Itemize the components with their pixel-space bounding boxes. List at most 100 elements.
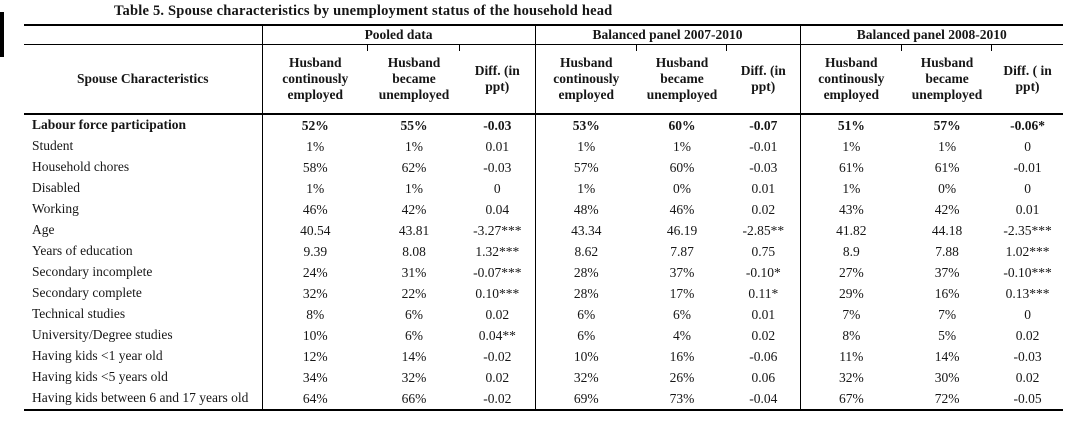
table-row: Working 46% 42% 0.04 48% 46% 0.02 43% 42% 0.01 bbox=[24, 199, 1063, 220]
cell-value: 6% bbox=[405, 306, 423, 322]
cell-value: -2.85** bbox=[742, 222, 785, 238]
cell-value: 30% bbox=[934, 369, 960, 385]
row-label: Student bbox=[32, 138, 74, 154]
cell-value: 1.32*** bbox=[475, 243, 520, 259]
table-row: Having kids <1 year old 12% 14% -0.02 10% 16%… bbox=[24, 346, 1063, 367]
cell-value: -0.06 bbox=[749, 348, 778, 364]
cell-value: 0% bbox=[938, 180, 957, 196]
cell-value: 46% bbox=[261, 199, 368, 220]
cell-value: 10% bbox=[261, 325, 368, 346]
table-title: Table 5. Spouse characteristics by unemp… bbox=[114, 3, 613, 19]
cell-value: 0.01 bbox=[751, 180, 776, 196]
cell-value: 8.9 bbox=[799, 241, 903, 262]
cell-value: 43% bbox=[799, 199, 903, 220]
cell-value: 0.01 bbox=[485, 138, 510, 154]
cell-value: 6% bbox=[673, 306, 692, 322]
panel-title-row: Pooled data Balanced panel 2007-2010 Bal… bbox=[24, 25, 1064, 45]
cell-value: 0.02 bbox=[1015, 369, 1040, 385]
cell-value: 14% bbox=[934, 348, 960, 364]
cell-value: 1% bbox=[938, 138, 957, 154]
cell-value: 73% bbox=[669, 390, 695, 406]
table-row: University/Degree studies 10% 6% 0.04** 6% 4%… bbox=[24, 325, 1063, 346]
row-label: Years of education bbox=[32, 243, 133, 259]
cell-value: 6% bbox=[534, 304, 638, 325]
cell-value: 51% bbox=[799, 114, 903, 136]
cell-value: 64% bbox=[261, 388, 368, 410]
row-label: Labour force participation bbox=[32, 117, 186, 133]
cell-value: 0.01 bbox=[1015, 201, 1040, 217]
cell-value: -0.02 bbox=[483, 348, 512, 364]
cell-value: 1% bbox=[261, 178, 368, 199]
cell-value: 62% bbox=[401, 159, 427, 175]
cell-value: 28% bbox=[534, 262, 638, 283]
row-label: Working bbox=[32, 201, 79, 217]
cell-value: 0.02 bbox=[751, 327, 776, 343]
cell-value: 16% bbox=[934, 285, 960, 301]
cell-value: 37% bbox=[669, 264, 695, 280]
cell-value: 0.02 bbox=[485, 306, 510, 322]
panel-title-balanced-2007-2010: Balanced panel 2007-2010 bbox=[534, 25, 801, 45]
cell-value: 61% bbox=[799, 157, 903, 178]
cell-value: 0.06 bbox=[751, 369, 776, 385]
column-header-row: Spouse Characteristics Husband continous… bbox=[24, 44, 1064, 115]
cell-value: 57% bbox=[534, 157, 638, 178]
corner-cell bbox=[24, 25, 262, 45]
cell-value: 16% bbox=[669, 348, 695, 364]
row-label: Having kids <5 years old bbox=[32, 369, 168, 385]
cell-value: 5% bbox=[938, 327, 957, 343]
cell-value: 7% bbox=[938, 306, 957, 322]
cell-value: 0.75 bbox=[751, 243, 776, 259]
table-row: Labour force participation 52% 55% -0.03 53%… bbox=[24, 114, 1063, 136]
cell-value: 32% bbox=[261, 283, 368, 304]
cell-value: 60% bbox=[668, 117, 696, 133]
cell-value: 0.01 bbox=[751, 306, 776, 322]
cell-value: 1% bbox=[405, 138, 423, 154]
cell-value: 0.04** bbox=[478, 327, 516, 343]
cell-value: 6% bbox=[534, 325, 638, 346]
cell-value: 7% bbox=[799, 304, 903, 325]
cell-value: -0.03 bbox=[1013, 348, 1042, 364]
col-header-p3-diff: Diff. ( in ppt) bbox=[991, 44, 1064, 115]
row-header-spouse-characteristics: Spouse Characteristics bbox=[24, 44, 262, 115]
cell-value: 48% bbox=[534, 199, 638, 220]
row-label: Secondary incomplete bbox=[32, 264, 153, 280]
table-row: Household chores 58% 62% -0.03 57% 60% -0.03 61… bbox=[24, 157, 1063, 178]
table-row: Student 1% 1% 0.01 1% 1% -0.01 1% 1% 0 bbox=[24, 136, 1063, 157]
cell-value: 8% bbox=[261, 304, 368, 325]
cell-value: 1% bbox=[799, 136, 903, 157]
cell-value: 42% bbox=[934, 201, 960, 217]
cell-value: 8.62 bbox=[534, 241, 638, 262]
cell-value: 66% bbox=[401, 390, 427, 406]
cell-value: 0.02 bbox=[1015, 327, 1040, 343]
cell-value: -0.03 bbox=[483, 159, 512, 175]
table-row: Technical studies 8% 6% 0.02 6% 6% 0.01 7% 7% 0 bbox=[24, 304, 1063, 325]
col-header-p3-husband-employed: Husband continously employed bbox=[799, 44, 903, 115]
cell-value: 72% bbox=[934, 390, 960, 406]
row-label: Household chores bbox=[32, 159, 130, 175]
cell-value: 8% bbox=[799, 325, 903, 346]
row-label: Age bbox=[32, 222, 55, 238]
cell-value: 29% bbox=[799, 283, 903, 304]
cell-value: 67% bbox=[799, 388, 903, 410]
cell-value: 0 bbox=[1024, 138, 1031, 154]
cell-value: 1% bbox=[799, 178, 903, 199]
cell-value: 6% bbox=[405, 327, 423, 343]
col-header-p2-diff: Diff. (in ppt) bbox=[726, 44, 801, 115]
cell-value: 42% bbox=[401, 201, 427, 217]
cell-value: 14% bbox=[401, 348, 427, 364]
cell-value: 11% bbox=[799, 346, 903, 367]
cell-value: 34% bbox=[261, 367, 368, 388]
spouse-characteristics-table: Pooled data Balanced panel 2007-2010 Bal… bbox=[24, 24, 1064, 411]
cell-value: -0.07*** bbox=[473, 264, 522, 280]
cell-value: 53% bbox=[534, 114, 638, 136]
col-header-p1-husband-employed: Husband continously employed bbox=[261, 44, 368, 115]
cell-value: 46% bbox=[669, 201, 695, 217]
cell-value: 22% bbox=[401, 285, 427, 301]
cell-value: 0.11* bbox=[748, 285, 779, 301]
cell-value: 0.02 bbox=[485, 369, 510, 385]
cell-value: 32% bbox=[534, 367, 638, 388]
cell-value: 4% bbox=[673, 327, 692, 343]
cell-value: 1% bbox=[261, 136, 368, 157]
cell-value: 9.39 bbox=[261, 241, 368, 262]
cell-value: 10% bbox=[534, 346, 638, 367]
